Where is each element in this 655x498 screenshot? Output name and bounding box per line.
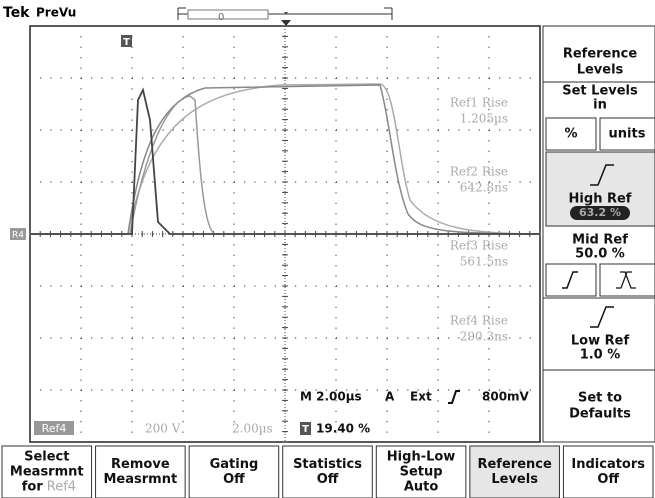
- ref-label: Ref4: [42, 422, 67, 435]
- defaults[interactable]: Set to: [578, 391, 622, 406]
- brand: Tek: [3, 5, 30, 21]
- menu-title: Levels: [577, 63, 624, 78]
- bottom-button-label[interactable]: Measrmnt: [10, 465, 84, 480]
- vertical-scale: 200 V: [145, 422, 181, 436]
- measurement-label: Ref1 Rise: [450, 96, 508, 110]
- time-scale: 2.00µs: [232, 422, 273, 436]
- bottom-button-label[interactable]: Off: [223, 472, 245, 487]
- high-ref-value[interactable]: 63.2 %: [579, 206, 621, 219]
- bottom-button-label[interactable]: Reference: [477, 457, 551, 472]
- bottom-button-label[interactable]: Select: [24, 450, 69, 465]
- unit-percent[interactable]: %: [564, 127, 577, 142]
- scope-screen: Tek PreVu 0 T R4 Ref1 Rise 1.205µs Ref2 Ri…: [0, 0, 655, 498]
- bottom-button-label[interactable]: Indicators: [571, 457, 645, 472]
- measurement-label: Ref2 Rise: [450, 165, 508, 179]
- measurement-value: 561.5ns: [460, 255, 508, 269]
- set-levels: Set Levels: [562, 84, 638, 99]
- mode: PreVu: [36, 6, 76, 20]
- unit-units[interactable]: units: [609, 127, 646, 142]
- high-ref-label[interactable]: High Ref: [569, 192, 632, 207]
- measurement-value: 290.3ns: [460, 330, 508, 344]
- slope-rise-button[interactable]: [546, 264, 596, 296]
- bottom-button-label[interactable]: Setup: [400, 465, 443, 480]
- bottom-button-label[interactable]: Off: [597, 472, 619, 487]
- bottom-button-label[interactable]: Gating: [210, 457, 259, 472]
- record-window: [188, 10, 268, 19]
- measurement-label: Ref4 Rise: [450, 314, 508, 328]
- trigger-position: 19.40 %: [316, 422, 370, 436]
- trigger-pos-marker: T: [302, 424, 309, 435]
- bottom-button-ref[interactable]: Ref4: [47, 480, 76, 495]
- side-menu: Reference Levels Set Levels in % units H…: [543, 26, 655, 442]
- bottom-button-label[interactable]: for: [22, 480, 44, 495]
- low-ref-value[interactable]: 1.0 %: [580, 348, 621, 363]
- defaults[interactable]: Defaults: [569, 407, 631, 422]
- menu-title: Reference: [563, 47, 637, 62]
- bottom-button-label[interactable]: Off: [317, 472, 339, 487]
- mid-ref-value[interactable]: 50.0 %: [575, 247, 625, 262]
- trigger-source: Ext: [410, 390, 432, 404]
- horizontal-scale: M 2.00µs: [300, 390, 362, 404]
- measurement-value: 642.8ns: [460, 181, 508, 195]
- trigger-level: 800mV: [482, 390, 530, 404]
- ref-marker: R4: [12, 231, 24, 241]
- bottom-button-label[interactable]: Measrmnt: [104, 472, 178, 487]
- bottom-button-label[interactable]: Statistics: [293, 457, 362, 472]
- set-levels: in: [593, 98, 607, 113]
- measurement-label: Ref3 Rise: [450, 239, 508, 253]
- mid-ref-label[interactable]: Mid Ref: [572, 233, 628, 248]
- low-ref-label[interactable]: Low Ref: [571, 334, 630, 349]
- trigger-marker: T: [123, 37, 130, 48]
- bottom-button-label[interactable]: Auto: [404, 480, 439, 495]
- bottom-button-label[interactable]: Levels: [491, 472, 538, 487]
- trigger-mode: A: [385, 390, 395, 404]
- bottom-button-label[interactable]: Remove: [111, 457, 170, 472]
- record-position: 0: [218, 12, 224, 23]
- bottom-button-label[interactable]: High-Low: [387, 450, 456, 465]
- measurement-value: 1.205µs: [460, 112, 508, 126]
